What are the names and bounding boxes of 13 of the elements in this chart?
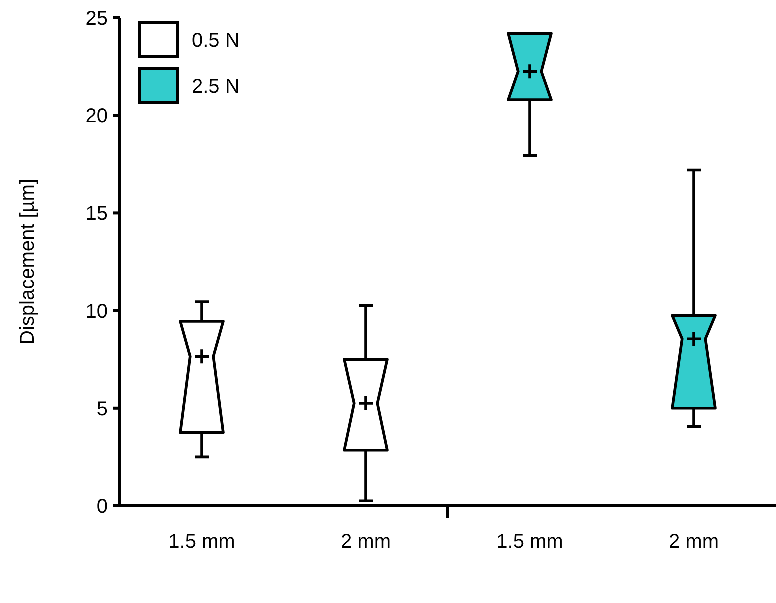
y-tick-label: 20 [86, 106, 108, 128]
x-tick-label: 2 mm [341, 531, 391, 553]
y-tick-label: 5 [96, 398, 108, 420]
legend-label: 0.5 N [192, 30, 240, 52]
y-axis-title: Displacement [µm] [17, 178, 39, 346]
y-tick-label: 0 [96, 496, 108, 518]
y-tick-label: 15 [86, 203, 108, 226]
x-tick-label: 1.5 mm [496, 531, 564, 553]
y-tick-label: 10 [86, 300, 108, 323]
y-tick-label: 25 [86, 8, 108, 30]
x-tick-label: 2 mm [669, 531, 719, 553]
legend-label: 2.5 N [192, 76, 240, 98]
x-tick-label: 1.5 mm [168, 531, 236, 553]
